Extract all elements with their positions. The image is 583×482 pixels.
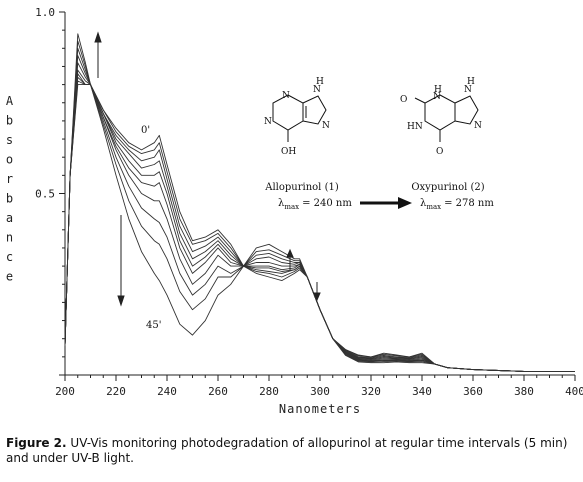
oxypurinol-atom-o1: O [400,95,407,105]
x-tick-label: 280 [259,385,279,398]
y-axis-title-letter: n [6,231,14,245]
arrow-down-300-head [313,292,321,302]
spectrum-series-5 [64,69,575,372]
spectrum-series-6 [64,73,575,372]
arrow-down-225-head [117,295,125,307]
y-tick-label: 1.0 [35,6,55,19]
oxypurinol-atom-n1: N [433,92,441,102]
oxypurinol-atom-n2: N [474,121,482,131]
trend-arrows [94,31,321,307]
caption-text: UV-Vis monitoring photodegradation of al… [6,436,568,465]
x-tick-label: 200 [55,385,75,398]
x-tick-label: 260 [208,385,228,398]
allopurinol-lambda: λmax = 240 nm [278,198,352,211]
caption-label: Figure 2. [6,436,67,450]
spectrum-series-3 [64,55,575,372]
allopurinol-atom-n3: N [322,121,330,131]
oxypurinol-atom-h2: H [467,77,475,87]
annotation-0min: 0' [141,125,150,136]
y-axis-title-letter: e [6,270,14,284]
allopurinol-pyrazole-ring [302,95,327,125]
allopurinol-atom-nh: N [313,85,321,95]
allopurinol-atom-h: H [316,77,324,87]
y-axis-title-letter: s [6,133,14,147]
arrow-up-205-head [94,31,102,43]
spectrum-series-9 [64,84,575,372]
oxypurinol-atom-nh: N [464,85,472,95]
y-tick-label: 0.5 [35,188,55,201]
x-tick-label: 400 [565,385,583,398]
oxypurinol-lambda-value: = 278 nm [444,198,494,209]
oxypurinol-pyrazole-ring [454,95,479,125]
allopurinol-lambda-value: = 240 nm [302,198,352,209]
x-tick-label: 300 [310,385,330,398]
allopurinol-atom-oh: OH [281,147,296,157]
oxypurinol-atom-h1: H [434,85,442,95]
tick-marks [59,11,576,381]
spectrum-series-4 [64,62,575,372]
x-tick-label: 220 [106,385,126,398]
figure-caption: Figure 2. UV-Vis monitoring photodegrada… [6,436,578,466]
oxypurinol-atom-o2: O [436,147,443,157]
spectrum-series-1 [64,40,575,372]
oxypurinol-lambda-symbol: λ [420,198,427,209]
y-axis-title-letter: b [6,114,14,128]
tick-labels: 200 220 240 260 280 300 320 340 360 380 400 0.5 1.0 [35,6,583,398]
x-tick-label: 360 [463,385,483,398]
spectrum-series-8 [64,80,575,372]
x-axis-title: Nanometers [279,402,361,416]
x-tick-label: 340 [412,385,432,398]
y-axis-title-letter: o [6,153,14,167]
x-tick-label: 380 [514,385,534,398]
x-tick-label: 320 [361,385,381,398]
oxypurinol-structure [414,94,479,142]
allopurinol-atom-n2: N [264,117,272,127]
allopurinol-lambda-symbol: λ [278,198,285,209]
arrow-up-280-head [286,248,294,258]
x-tick-label: 240 [157,385,177,398]
oxypurinol-carbonyl-bond-left [414,97,426,104]
spectrum-series-2 [64,47,575,372]
oxypurinol-lambda: λmax = 278 nm [420,198,494,211]
allopurinol-name: Allopurinol (1) [264,182,339,193]
uv-vis-chart: 200 220 240 260 280 300 320 340 360 380 4000.51.0 … [6,6,583,416]
oxypurinol-name: Oxypurinol (2) [411,182,484,193]
spectrum-series-7 [64,76,575,372]
y-axis-title-letter: c [6,250,14,264]
y-axis-title-letter: r [6,172,14,186]
y-axis-title-letter: b [6,192,14,206]
y-axis-title-letter: A [6,94,14,108]
oxypurinol-lambda-sub: max [426,203,441,211]
allopurinol-atom-n1: N [282,91,290,101]
allopurinol-lambda-sub: max [284,203,299,211]
oxypurinol-atom-hn: HN [407,122,423,132]
y-axis-title-letter: a [6,211,14,225]
annotation-45min: 45' [146,320,161,331]
reaction-arrow [360,197,412,209]
allopurinol-structure [272,94,327,142]
spectra-series [64,33,575,372]
